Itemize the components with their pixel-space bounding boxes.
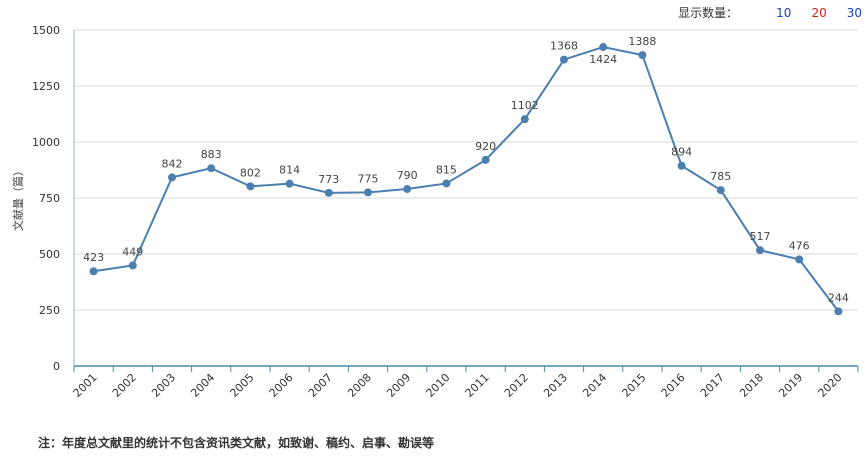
data-point[interactable] bbox=[834, 307, 843, 316]
x-tick-label: 2016 bbox=[659, 371, 688, 400]
display-count-label: 显示数量： bbox=[678, 6, 739, 20]
y-tick-labels: 0 250 500 750 1000 1250 1500 bbox=[32, 24, 60, 373]
data-label: 815 bbox=[436, 163, 457, 176]
data-point[interactable] bbox=[677, 161, 686, 170]
y-tick-label: 1250 bbox=[32, 80, 60, 93]
x-tick-label: 2019 bbox=[776, 371, 805, 400]
y-tick-label: 250 bbox=[39, 304, 60, 317]
data-point[interactable] bbox=[795, 255, 804, 264]
x-tick-label: 2014 bbox=[580, 371, 609, 400]
footnote: 注：年度总文献里的统计不包含资讯类文献，如致谢、稿约、启事、勘误等 bbox=[38, 436, 435, 450]
x-tick-label: 2011 bbox=[463, 371, 492, 400]
data-point[interactable] bbox=[442, 179, 451, 188]
data-point[interactable] bbox=[324, 188, 333, 197]
data-label: 894 bbox=[671, 146, 692, 159]
series-polyline bbox=[93, 45, 840, 312]
x-tick-label: 2012 bbox=[502, 371, 531, 400]
data-point[interactable] bbox=[716, 186, 725, 195]
grid-lines bbox=[74, 29, 858, 311]
x-tick-label: 2020 bbox=[816, 371, 845, 400]
series-line bbox=[93, 45, 840, 312]
data-label: 1102 bbox=[511, 99, 539, 112]
x-tick-label: 2018 bbox=[737, 371, 766, 400]
data-point[interactable] bbox=[638, 51, 647, 60]
y-tick-label: 1500 bbox=[32, 24, 60, 37]
data-point[interactable] bbox=[403, 185, 412, 194]
data-label: 842 bbox=[162, 157, 183, 170]
display-count-option-10[interactable]: 10 bbox=[776, 5, 792, 20]
data-point[interactable] bbox=[520, 115, 529, 124]
x-tick-label: 2013 bbox=[541, 371, 570, 400]
display-count-option-20[interactable]: 20 bbox=[811, 5, 827, 20]
x-tick-label: 2001 bbox=[71, 371, 100, 400]
data-label: 1368 bbox=[550, 40, 578, 53]
x-tick-labels: 2001 2002 2003 2004 2005 2006 2007 2008 2009 2010… bbox=[71, 371, 845, 400]
data-label: 883 bbox=[201, 148, 222, 161]
data-point[interactable] bbox=[599, 43, 608, 52]
x-tick-label: 2002 bbox=[110, 371, 139, 400]
data-label: 1424 bbox=[589, 53, 617, 66]
x-tick-label: 2015 bbox=[620, 371, 649, 400]
x-tick-label: 2007 bbox=[306, 371, 335, 400]
x-tick-label: 2009 bbox=[384, 371, 413, 400]
x-tick-label: 2005 bbox=[228, 371, 257, 400]
data-point[interactable] bbox=[560, 55, 568, 64]
y-axis-label: 文献量（篇） bbox=[11, 165, 25, 231]
data-label: 423 bbox=[83, 251, 104, 264]
data-point[interactable] bbox=[756, 246, 764, 255]
data-point[interactable] bbox=[364, 188, 372, 197]
x-tick-label: 2003 bbox=[149, 371, 178, 400]
data-label: 785 bbox=[710, 170, 731, 183]
display-count-selector: 显示数量： 10 20 30 bbox=[678, 4, 862, 21]
data-labels: 423 449 842 883 802 814 773 775 790 815 920 1102 136… bbox=[83, 35, 849, 304]
data-label: 476 bbox=[789, 239, 810, 252]
data-label: 449 bbox=[122, 245, 143, 258]
data-point[interactable] bbox=[285, 179, 294, 188]
data-point[interactable] bbox=[168, 173, 176, 182]
x-tick-label: 2008 bbox=[345, 371, 374, 400]
y-tick-label: 0 bbox=[53, 360, 60, 373]
data-label: 802 bbox=[240, 166, 261, 179]
data-point[interactable] bbox=[89, 267, 98, 276]
x-tick-label: 2004 bbox=[188, 371, 217, 400]
y-tick-label: 500 bbox=[39, 248, 60, 261]
data-label: 790 bbox=[397, 169, 418, 182]
display-count-option-30[interactable]: 30 bbox=[846, 5, 862, 20]
data-label: 773 bbox=[318, 173, 339, 186]
data-point[interactable] bbox=[246, 182, 255, 191]
data-label: 244 bbox=[828, 291, 849, 304]
x-tick-label: 2010 bbox=[424, 371, 453, 400]
data-label: 517 bbox=[750, 230, 771, 243]
data-label: 814 bbox=[279, 164, 300, 177]
y-tick-label: 750 bbox=[39, 192, 60, 205]
x-tick-label: 2006 bbox=[267, 371, 296, 400]
data-label: 1388 bbox=[628, 35, 656, 48]
data-point[interactable] bbox=[207, 164, 216, 173]
data-label: 920 bbox=[475, 140, 496, 153]
axes bbox=[73, 30, 859, 372]
data-point[interactable] bbox=[481, 155, 490, 164]
data-points bbox=[89, 43, 843, 316]
data-label: 775 bbox=[358, 172, 379, 185]
x-tick-label: 2017 bbox=[698, 371, 727, 400]
data-point[interactable] bbox=[128, 261, 137, 270]
y-tick-label: 1000 bbox=[32, 136, 60, 149]
